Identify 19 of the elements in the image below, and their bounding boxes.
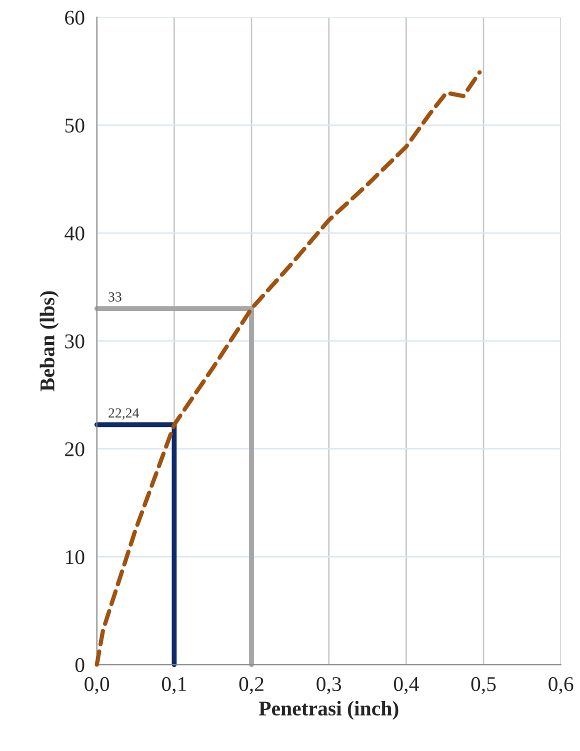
x-axis-title: Penetrasi (inch)	[258, 700, 398, 720]
y-tick-label: 0	[75, 658, 84, 672]
y-tick-label: 10	[66, 550, 84, 564]
annotation: 22,24	[108, 408, 140, 420]
y-tick-label: 50	[65, 118, 84, 133]
y-tick-label: 60	[65, 10, 84, 25]
x-tick-label: 0,6	[548, 677, 574, 694]
y-tick-label: 40	[64, 226, 84, 240]
x-tick-label: 0,4	[394, 677, 419, 694]
annotation: 33	[108, 292, 122, 302]
x-tick-label: 0,3	[316, 677, 342, 694]
x-tick-label: 0,1	[162, 677, 186, 694]
line-series	[94, 70, 482, 667]
x-tick-label: 0,2	[239, 677, 264, 694]
y-axis-title: Beban (lbs)	[40, 291, 59, 392]
y-tick-label: 20	[65, 442, 84, 456]
x-tick-label: 0,5	[471, 677, 496, 694]
x-tick-label: 0,0	[84, 677, 110, 694]
y-tick-label: 30	[65, 334, 84, 348]
